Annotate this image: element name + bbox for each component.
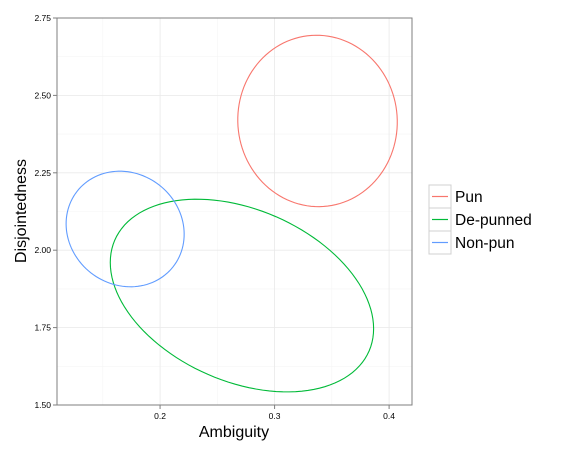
legend: Pun De-punned Non-pun [429, 185, 533, 254]
y-tick-label: 2.75 [34, 13, 51, 23]
legend-label-non-pun: Non-pun [455, 235, 514, 252]
y-axis-ticks: 1.50 1.75 2.00 2.25 2.50 2.75 [34, 13, 57, 410]
y-tick-label: 1.75 [34, 323, 51, 333]
y-tick-label: 2.00 [34, 245, 51, 255]
legend-label-de-punned: De-punned [455, 212, 532, 229]
y-tick-label: 2.25 [34, 168, 51, 178]
x-axis-ticks: 0.2 0.3 0.4 [154, 405, 395, 421]
x-tick-label: 0.2 [154, 411, 166, 421]
y-tick-label: 2.50 [34, 90, 51, 100]
x-tick-label: 0.3 [269, 411, 281, 421]
y-axis-title: Disjointedness [13, 159, 30, 263]
x-tick-label: 0.4 [383, 411, 395, 421]
y-tick-label: 1.50 [34, 400, 51, 410]
x-axis-title: Ambiguity [199, 424, 269, 441]
legend-label-pun: Pun [455, 189, 483, 206]
